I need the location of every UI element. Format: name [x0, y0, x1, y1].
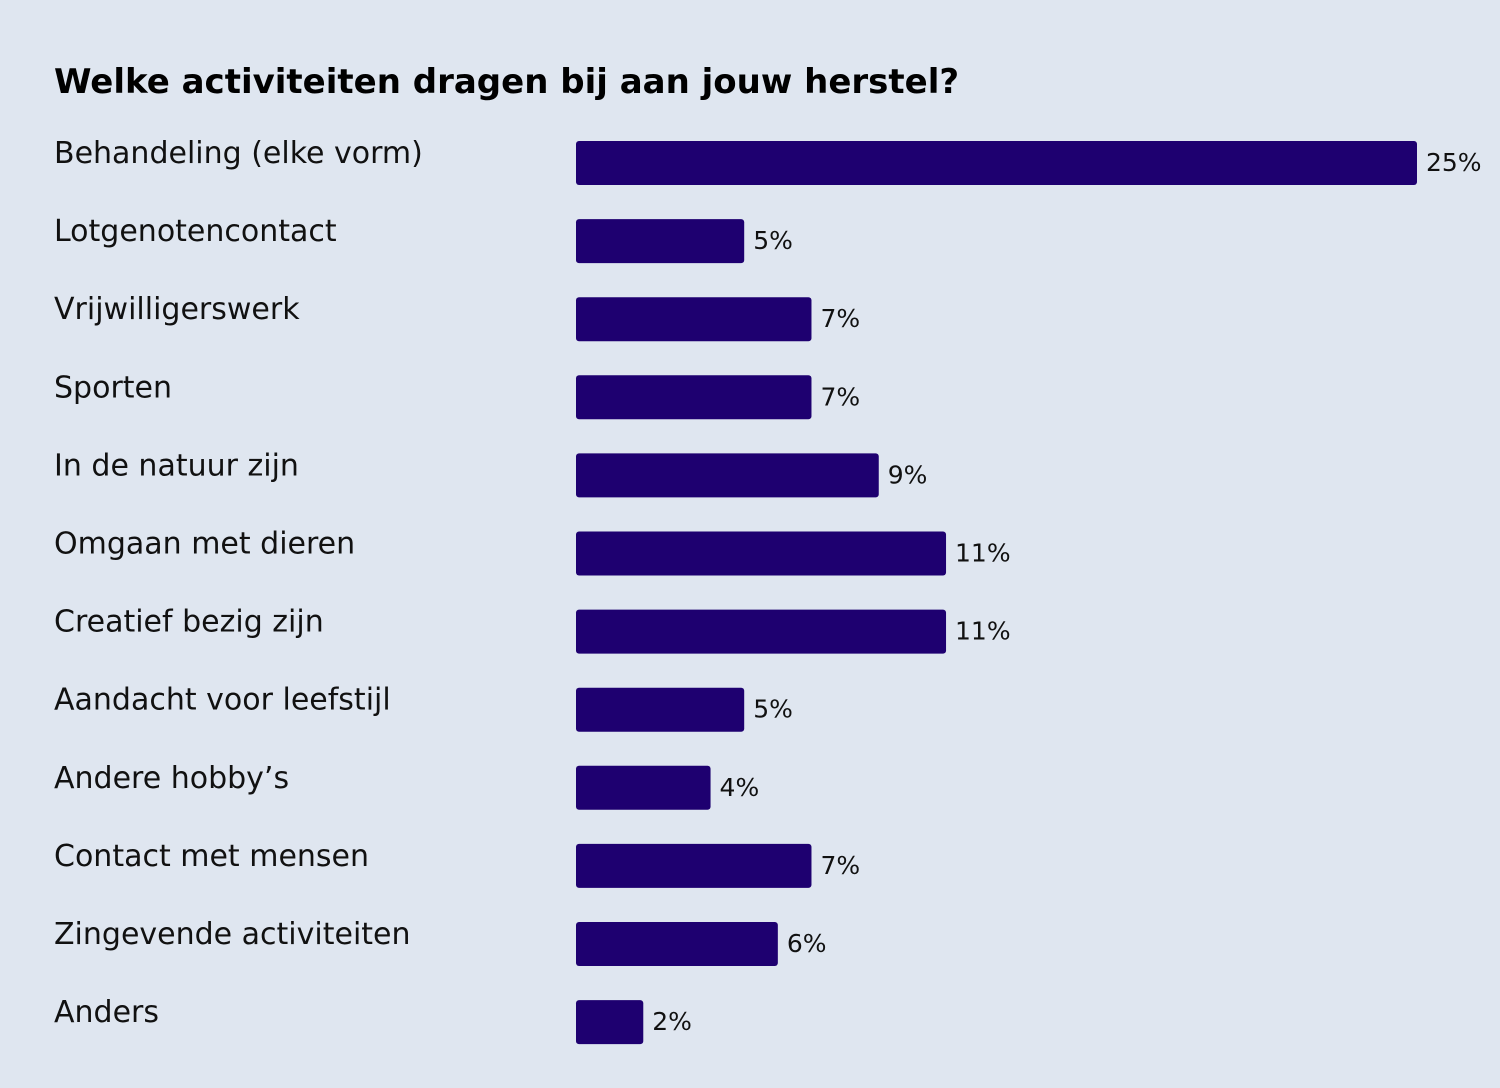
category-label: Aandacht voor leefstijl	[54, 683, 391, 718]
category-labels: Behandeling (elke vorm) Lotgenotencontact…	[54, 136, 423, 1030]
bar	[576, 922, 778, 966]
category-label: Creatief bezig zijn	[54, 605, 324, 640]
category-label: Lotgenotencontact	[54, 214, 337, 249]
bar	[576, 531, 947, 576]
value-label: 11%	[955, 617, 1011, 646]
category-label: Contact met mensen	[54, 839, 369, 874]
category-label: Omgaan met dieren	[54, 527, 355, 562]
value-label: 11%	[955, 539, 1011, 568]
value-label: 4%	[720, 773, 760, 802]
value-label: 2%	[652, 1007, 692, 1036]
bar	[576, 141, 1417, 185]
category-label: Vrijwilligerswerk	[54, 292, 300, 327]
value-label: 7%	[820, 304, 860, 333]
chart-title: Welke activiteiten dragen bij aan jouw h…	[54, 62, 959, 102]
value-label: 5%	[753, 226, 793, 255]
value-label: 7%	[820, 851, 860, 880]
value-label: 6%	[787, 929, 827, 958]
category-label: In de natuur zijn	[54, 448, 299, 483]
value-label: 5%	[753, 695, 793, 724]
bar	[576, 843, 812, 888]
bar	[576, 219, 745, 264]
category-label: Behandeling (elke vorm)	[54, 136, 423, 171]
bars	[576, 141, 1417, 1045]
category-label: Andere hobby’s	[54, 761, 289, 796]
category-label: Zingevende activiteiten	[54, 917, 411, 952]
bar	[576, 297, 812, 342]
bar	[576, 1000, 644, 1045]
bar	[576, 765, 711, 810]
category-label: Sporten	[54, 370, 172, 405]
value-label: 25%	[1426, 148, 1482, 177]
bar	[576, 375, 812, 420]
value-label: 9%	[888, 460, 928, 489]
bar	[576, 453, 879, 498]
bar	[576, 609, 947, 654]
bar	[576, 687, 745, 732]
value-label: 7%	[820, 382, 860, 411]
category-label: Anders	[54, 995, 159, 1030]
value-labels: 25% 5% 7% 7% 9% 11% 11% 5% 4% 7% 6% 2%	[652, 148, 1481, 1036]
